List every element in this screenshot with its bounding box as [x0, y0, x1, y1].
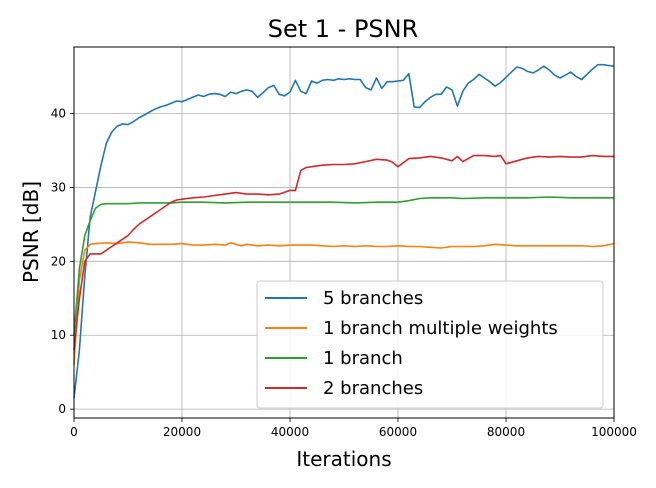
series-line-3	[73, 154, 614, 351]
legend-label: 2 branches	[323, 378, 423, 399]
legend-label: 5 branches	[323, 288, 423, 309]
x-tick-label: 40000	[271, 425, 309, 439]
y-axis-ticks: 0 10 20 30 40	[51, 107, 74, 416]
series-line-1	[73, 241, 615, 365]
legend: 5 branches 1 branch multiple weights 1 bra…	[256, 280, 604, 409]
y-tick-label: 20	[51, 254, 66, 268]
legend-box	[256, 280, 604, 409]
legend-label: 1 branch	[323, 348, 403, 369]
x-tick-label: 60000	[379, 425, 417, 439]
x-axis-title: Iterations	[296, 447, 391, 471]
series-line-2	[73, 196, 614, 336]
y-axis-title: PSNR [dB]	[19, 181, 43, 283]
series-lines	[73, 63, 615, 399]
y-tick-label: 10	[51, 328, 66, 342]
chart-title: Set 1 - PSNR	[268, 15, 419, 43]
legend-label: 1 branch multiple weights	[323, 318, 558, 339]
y-tick-label: 40	[51, 107, 66, 121]
plot-frame	[73, 46, 615, 419]
x-tick-label: 0	[70, 425, 78, 439]
x-tick-label: 100000	[591, 425, 637, 439]
y-tick-label: 30	[51, 180, 66, 194]
x-tick-label: 20000	[163, 425, 201, 439]
series-line-0	[73, 63, 615, 399]
y-tick-label: 0	[58, 402, 66, 416]
x-axis-ticks: 0 20000 40000 60000 80000 100000	[70, 418, 637, 439]
x-tick-label: 80000	[487, 425, 525, 439]
